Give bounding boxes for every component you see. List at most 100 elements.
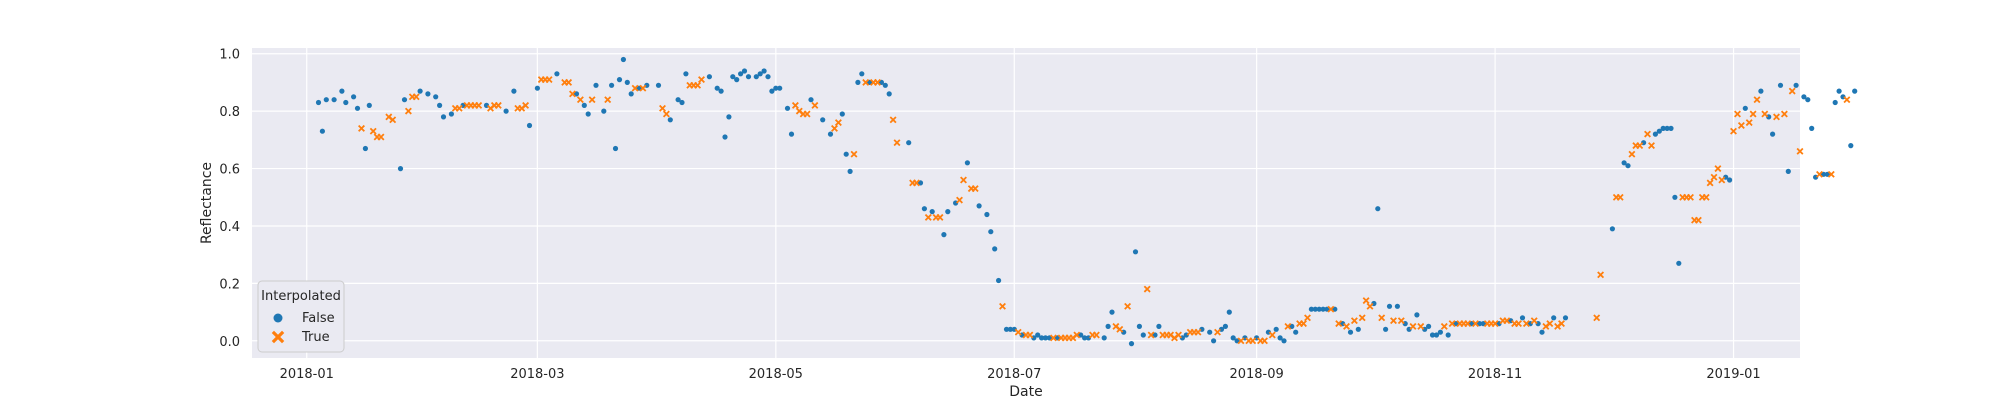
data-point-false — [636, 85, 642, 91]
data-point-true — [1773, 113, 1780, 121]
data-point-true — [1194, 328, 1202, 336]
data-point-false — [788, 131, 795, 137]
data-point-true — [1546, 320, 1554, 328]
data-point-false — [1820, 171, 1827, 177]
data-point-false — [628, 91, 634, 97]
data-point-true — [1092, 331, 1100, 339]
data-point-false — [741, 68, 748, 74]
data-point-false — [1676, 260, 1682, 266]
data-point-true — [1843, 96, 1851, 104]
data-point-true — [924, 213, 932, 221]
data-point-false — [585, 111, 591, 117]
data-point-true — [971, 185, 979, 193]
data-point-false — [1785, 168, 1791, 174]
data-point-true — [1358, 314, 1366, 322]
data-point-true — [999, 302, 1006, 310]
data-point-false — [1437, 329, 1443, 335]
data-point-false — [753, 74, 759, 80]
data-point-false — [784, 105, 791, 111]
data-point-false — [417, 88, 423, 94]
x-tick-label: 2018-07 — [987, 367, 1041, 382]
data-point-false — [526, 122, 533, 129]
data-point-true — [1049, 334, 1057, 342]
data-point-true — [1734, 110, 1741, 118]
data-point-true — [1702, 193, 1710, 201]
data-point-false — [1429, 332, 1436, 338]
data-point-true — [803, 110, 811, 118]
data-point-true — [1026, 331, 1034, 339]
data-point-false — [1226, 309, 1232, 315]
data-point-true — [659, 104, 666, 112]
data-point-false — [1140, 332, 1146, 338]
data-point-false — [554, 71, 560, 77]
data-point-false — [859, 71, 865, 77]
data-point-false — [921, 206, 928, 212]
data-point-true — [662, 110, 670, 118]
data-point-false — [820, 117, 826, 123]
data-point-true — [1687, 193, 1694, 201]
data-point-false — [765, 74, 771, 80]
data-point-true — [545, 76, 553, 84]
data-point-true — [1214, 328, 1221, 336]
data-point-false — [984, 211, 990, 218]
data-point-true — [522, 101, 530, 109]
data-point-false — [601, 108, 607, 114]
data-point-false — [769, 88, 775, 94]
data-point-false — [1132, 249, 1139, 255]
data-point-true — [1730, 127, 1737, 135]
data-point-false — [425, 91, 431, 97]
data-point-false — [1848, 143, 1854, 149]
data-point-false — [706, 74, 713, 80]
data-point-true — [889, 116, 897, 124]
data-point-false — [1293, 329, 1299, 335]
data-point-true — [455, 104, 463, 112]
data-point-false — [1105, 323, 1111, 329]
data-point-false — [1152, 332, 1158, 338]
data-point-false — [1375, 206, 1381, 212]
data-point-true — [1014, 328, 1022, 336]
data-point-true — [1268, 331, 1276, 339]
data-point-false — [593, 82, 599, 88]
data-point-false — [1234, 338, 1240, 344]
data-point-false — [1621, 160, 1627, 166]
data-point-false — [401, 97, 408, 103]
data-point-false — [573, 91, 580, 97]
legend: Interpolated False True — [257, 280, 345, 353]
data-point-true — [1261, 337, 1268, 345]
data-point-false — [1035, 332, 1041, 338]
data-point-false — [886, 91, 892, 97]
y-tick-label: 0.6 — [219, 163, 240, 178]
data-point-true — [1378, 314, 1386, 322]
data-point-true — [1503, 317, 1511, 325]
data-point-false — [1136, 323, 1142, 329]
data-point-false — [616, 77, 623, 83]
data-point-false — [1312, 306, 1318, 312]
data-point-false — [612, 145, 619, 152]
data-point-false — [397, 166, 404, 172]
data-point-false — [1727, 177, 1733, 183]
data-point-true — [565, 78, 573, 86]
data-point-false — [1770, 131, 1776, 137]
data-point-true — [1304, 314, 1311, 322]
y-tick-labels: 0.0 0.2 0.4 0.6 0.8 1.0 — [219, 48, 240, 350]
data-point-false — [1308, 306, 1314, 312]
x-tick-label: 2018-05 — [749, 367, 803, 382]
data-point-true — [1300, 320, 1307, 328]
data-point-false — [882, 82, 888, 88]
data-point-false — [354, 105, 361, 111]
data-point-true — [412, 93, 420, 101]
x-tick-label: 2018-11 — [1468, 367, 1522, 382]
data-point-false — [1836, 88, 1842, 94]
data-point-false — [773, 85, 779, 91]
data-point-true — [1761, 110, 1769, 118]
data-point-false — [1101, 335, 1107, 341]
data-point-false — [362, 145, 368, 152]
data-point-false — [1625, 163, 1631, 169]
data-point-false — [433, 94, 439, 100]
data-point-false — [366, 102, 372, 108]
data-point-false — [1801, 94, 1807, 100]
data-point-false — [331, 97, 337, 103]
data-point-true — [639, 84, 647, 92]
data-point-true — [1827, 170, 1835, 178]
